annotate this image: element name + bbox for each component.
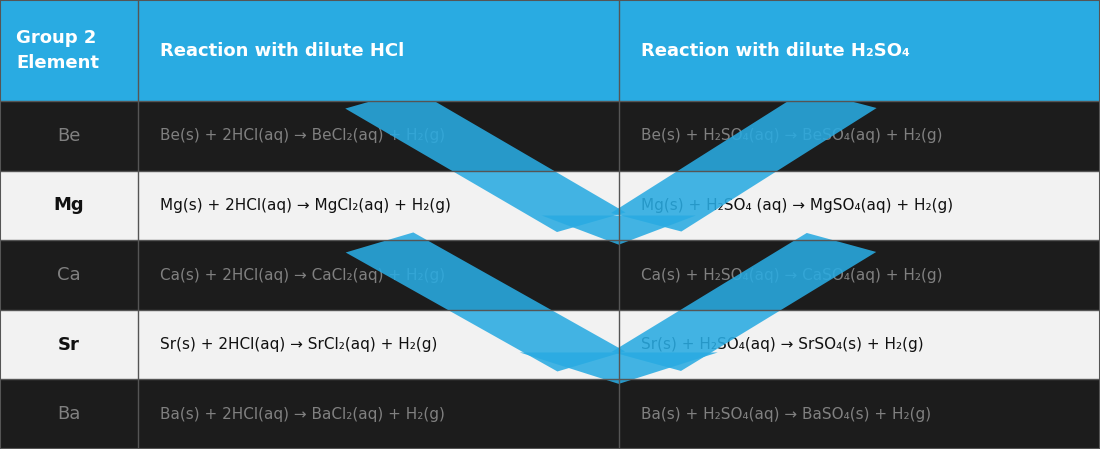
Text: Ba: Ba [57,405,80,423]
Polygon shape [612,89,877,232]
Polygon shape [519,352,717,384]
Bar [138,101,618,171]
Text: Be(s) + H₂SO₄(aq) → BeSO₄(aq) + H₂(g): Be(s) + H₂SO₄(aq) → BeSO₄(aq) + H₂(g) [640,128,943,143]
Text: Sr(s) + H₂SO₄(aq) → SrSO₄(s) + H₂(g): Sr(s) + H₂SO₄(aq) → SrSO₄(s) + H₂(g) [640,337,923,352]
Bar [618,101,1100,171]
Bar [618,171,1100,240]
Text: Ba(s) + 2HCl(aq) → BaCl₂(aq) + H₂(g): Ba(s) + 2HCl(aq) → BaCl₂(aq) + H₂(g) [160,407,444,422]
Bar [0,379,138,449]
Text: Mg: Mg [54,196,84,215]
Text: Reaction with dilute H₂SO₄: Reaction with dilute H₂SO₄ [640,41,910,60]
Text: Group 2
Element: Group 2 Element [16,29,99,72]
Bar [138,0,618,101]
Bar [0,240,138,310]
Bar [138,310,618,379]
Text: Reaction with dilute HCl: Reaction with dilute HCl [160,41,404,60]
Polygon shape [345,89,626,232]
Bar [0,0,138,101]
Bar [0,310,138,379]
Text: Sr(s) + 2HCl(aq) → SrCl₂(aq) + H₂(g): Sr(s) + 2HCl(aq) → SrCl₂(aq) + H₂(g) [160,337,437,352]
Text: Sr: Sr [58,335,79,354]
Bar [138,240,618,310]
Bar [618,379,1100,449]
Polygon shape [541,216,696,245]
Bar [138,171,618,240]
Bar [618,240,1100,310]
Bar [0,101,138,171]
Bar [0,171,138,240]
Text: Be(s) + 2HCl(aq) → BeCl₂(aq) + H₂(g): Be(s) + 2HCl(aq) → BeCl₂(aq) + H₂(g) [160,128,444,143]
Polygon shape [612,233,877,371]
Text: Ca: Ca [57,266,80,284]
Text: Ca(s) + H₂SO₄(aq) → CaSO₄(aq) + H₂(g): Ca(s) + H₂SO₄(aq) → CaSO₄(aq) + H₂(g) [640,268,943,282]
Bar [618,310,1100,379]
Bar [618,0,1100,101]
Text: Ca(s) + 2HCl(aq) → CaCl₂(aq) + H₂(g): Ca(s) + 2HCl(aq) → CaCl₂(aq) + H₂(g) [160,268,444,282]
Text: Be: Be [57,127,80,145]
Bar [138,379,618,449]
Polygon shape [345,233,625,371]
Text: Mg(s) + 2HCl(aq) → MgCl₂(aq) + H₂(g): Mg(s) + 2HCl(aq) → MgCl₂(aq) + H₂(g) [160,198,450,213]
Text: Mg(s) + H₂SO₄ (aq) → MgSO₄(aq) + H₂(g): Mg(s) + H₂SO₄ (aq) → MgSO₄(aq) + H₂(g) [640,198,953,213]
Text: Ba(s) + H₂SO₄(aq) → BaSO₄(s) + H₂(g): Ba(s) + H₂SO₄(aq) → BaSO₄(s) + H₂(g) [640,407,931,422]
